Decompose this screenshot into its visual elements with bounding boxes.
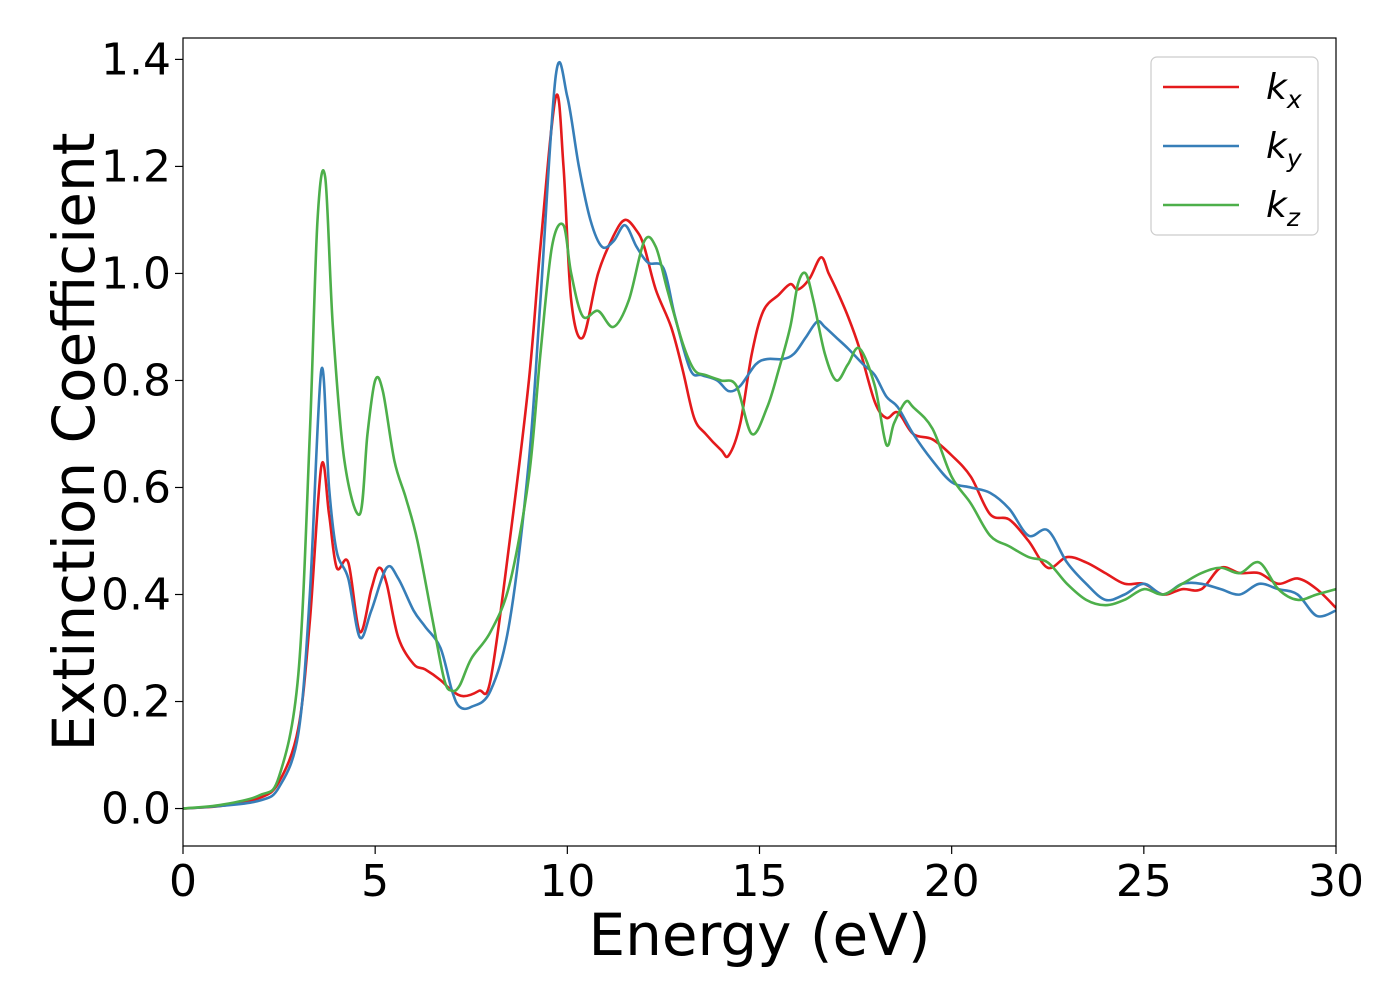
- legend: kx ky kz: [1150, 56, 1319, 236]
- x-axis-title: Energy (eV): [588, 901, 930, 969]
- x-tick-label: 25: [1116, 856, 1172, 907]
- legend-label-z: kz: [1266, 185, 1301, 232]
- y-tick-label: 0.2: [101, 677, 171, 728]
- y-axis-ticks: 0.0 0.2 0.4 0.6 0.8 1.0 1.2 1.4: [101, 34, 183, 835]
- x-tick-label: 15: [732, 856, 788, 907]
- y-tick-label: 0.0: [101, 784, 171, 835]
- series-line-y: [183, 60, 1336, 810]
- y-axis-title: Extinction Coefficient: [40, 133, 108, 752]
- y-tick-label: 0.4: [101, 570, 171, 621]
- x-tick-label: 30: [1308, 856, 1364, 907]
- series-line-z: [183, 169, 1336, 810]
- series-line-x: [183, 93, 1336, 810]
- y-tick-label: 1.0: [101, 248, 171, 299]
- y-tick-label: 0.8: [101, 355, 171, 406]
- x-tick-label: 10: [539, 856, 595, 907]
- legend-label-y: ky: [1266, 126, 1303, 173]
- x-tick-label: 20: [924, 856, 980, 907]
- legend-label-x: kx: [1266, 67, 1302, 114]
- x-tick-label: 5: [361, 856, 389, 907]
- y-tick-label: 1.2: [101, 141, 171, 192]
- x-axis-ticks: 0 5 10 15 20 25 30: [169, 846, 1364, 907]
- x-tick-label: 0: [169, 856, 197, 907]
- y-tick-label: 1.4: [101, 34, 171, 85]
- plot-lines: [183, 60, 1336, 810]
- y-tick-label: 0.6: [101, 462, 171, 513]
